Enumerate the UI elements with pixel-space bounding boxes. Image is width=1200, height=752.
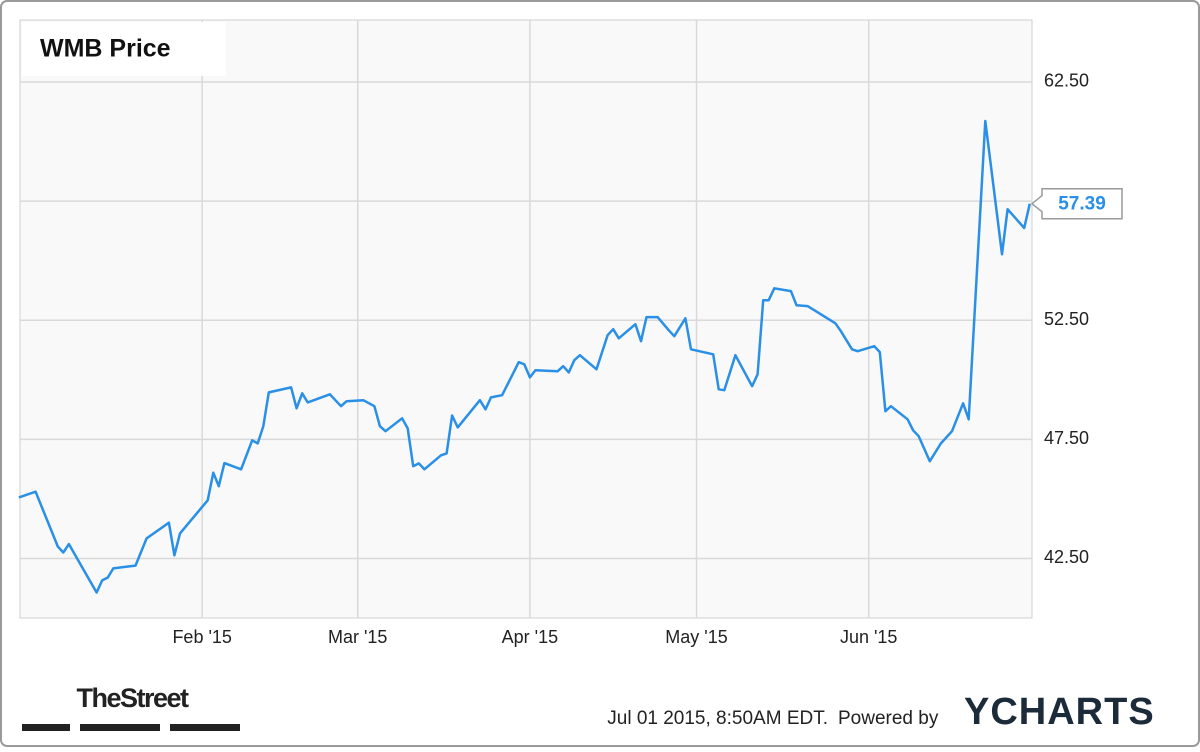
logo-bar (170, 724, 240, 731)
timestamp: Jul 01 2015, 8:50AM EDT. (607, 708, 828, 729)
y-tick-label: 47.50 (1044, 428, 1089, 448)
x-tick-label: Mar '15 (328, 627, 387, 647)
series (18, 119, 1032, 594)
brand-logo: YCHARTS (964, 691, 1155, 733)
source-logo: TheStreet (22, 683, 240, 731)
source-logo-text: TheStreet (76, 683, 189, 713)
y-tick-label: 42.50 (1044, 547, 1089, 567)
logo-bar (80, 724, 160, 731)
last-value-label: 57.39 (1058, 194, 1106, 215)
plot-area (19, 19, 1033, 619)
x-tick-label: Feb '15 (172, 627, 231, 647)
chart-title: WMB Price (40, 35, 171, 63)
title-box (22, 22, 226, 76)
price-line (18, 119, 1032, 594)
last-value-box (1030, 187, 1123, 220)
grid (20, 20, 1032, 618)
y-tick-label: 62.50 (1044, 71, 1089, 91)
x-tick-label: Jun '15 (840, 627, 897, 647)
x-tick-label: May '15 (665, 627, 727, 647)
y-tick-label: 52.50 (1044, 309, 1089, 329)
logo-bar (22, 724, 70, 731)
x-tick-label: Apr '15 (502, 627, 558, 647)
powered-by: Powered by (838, 708, 939, 729)
